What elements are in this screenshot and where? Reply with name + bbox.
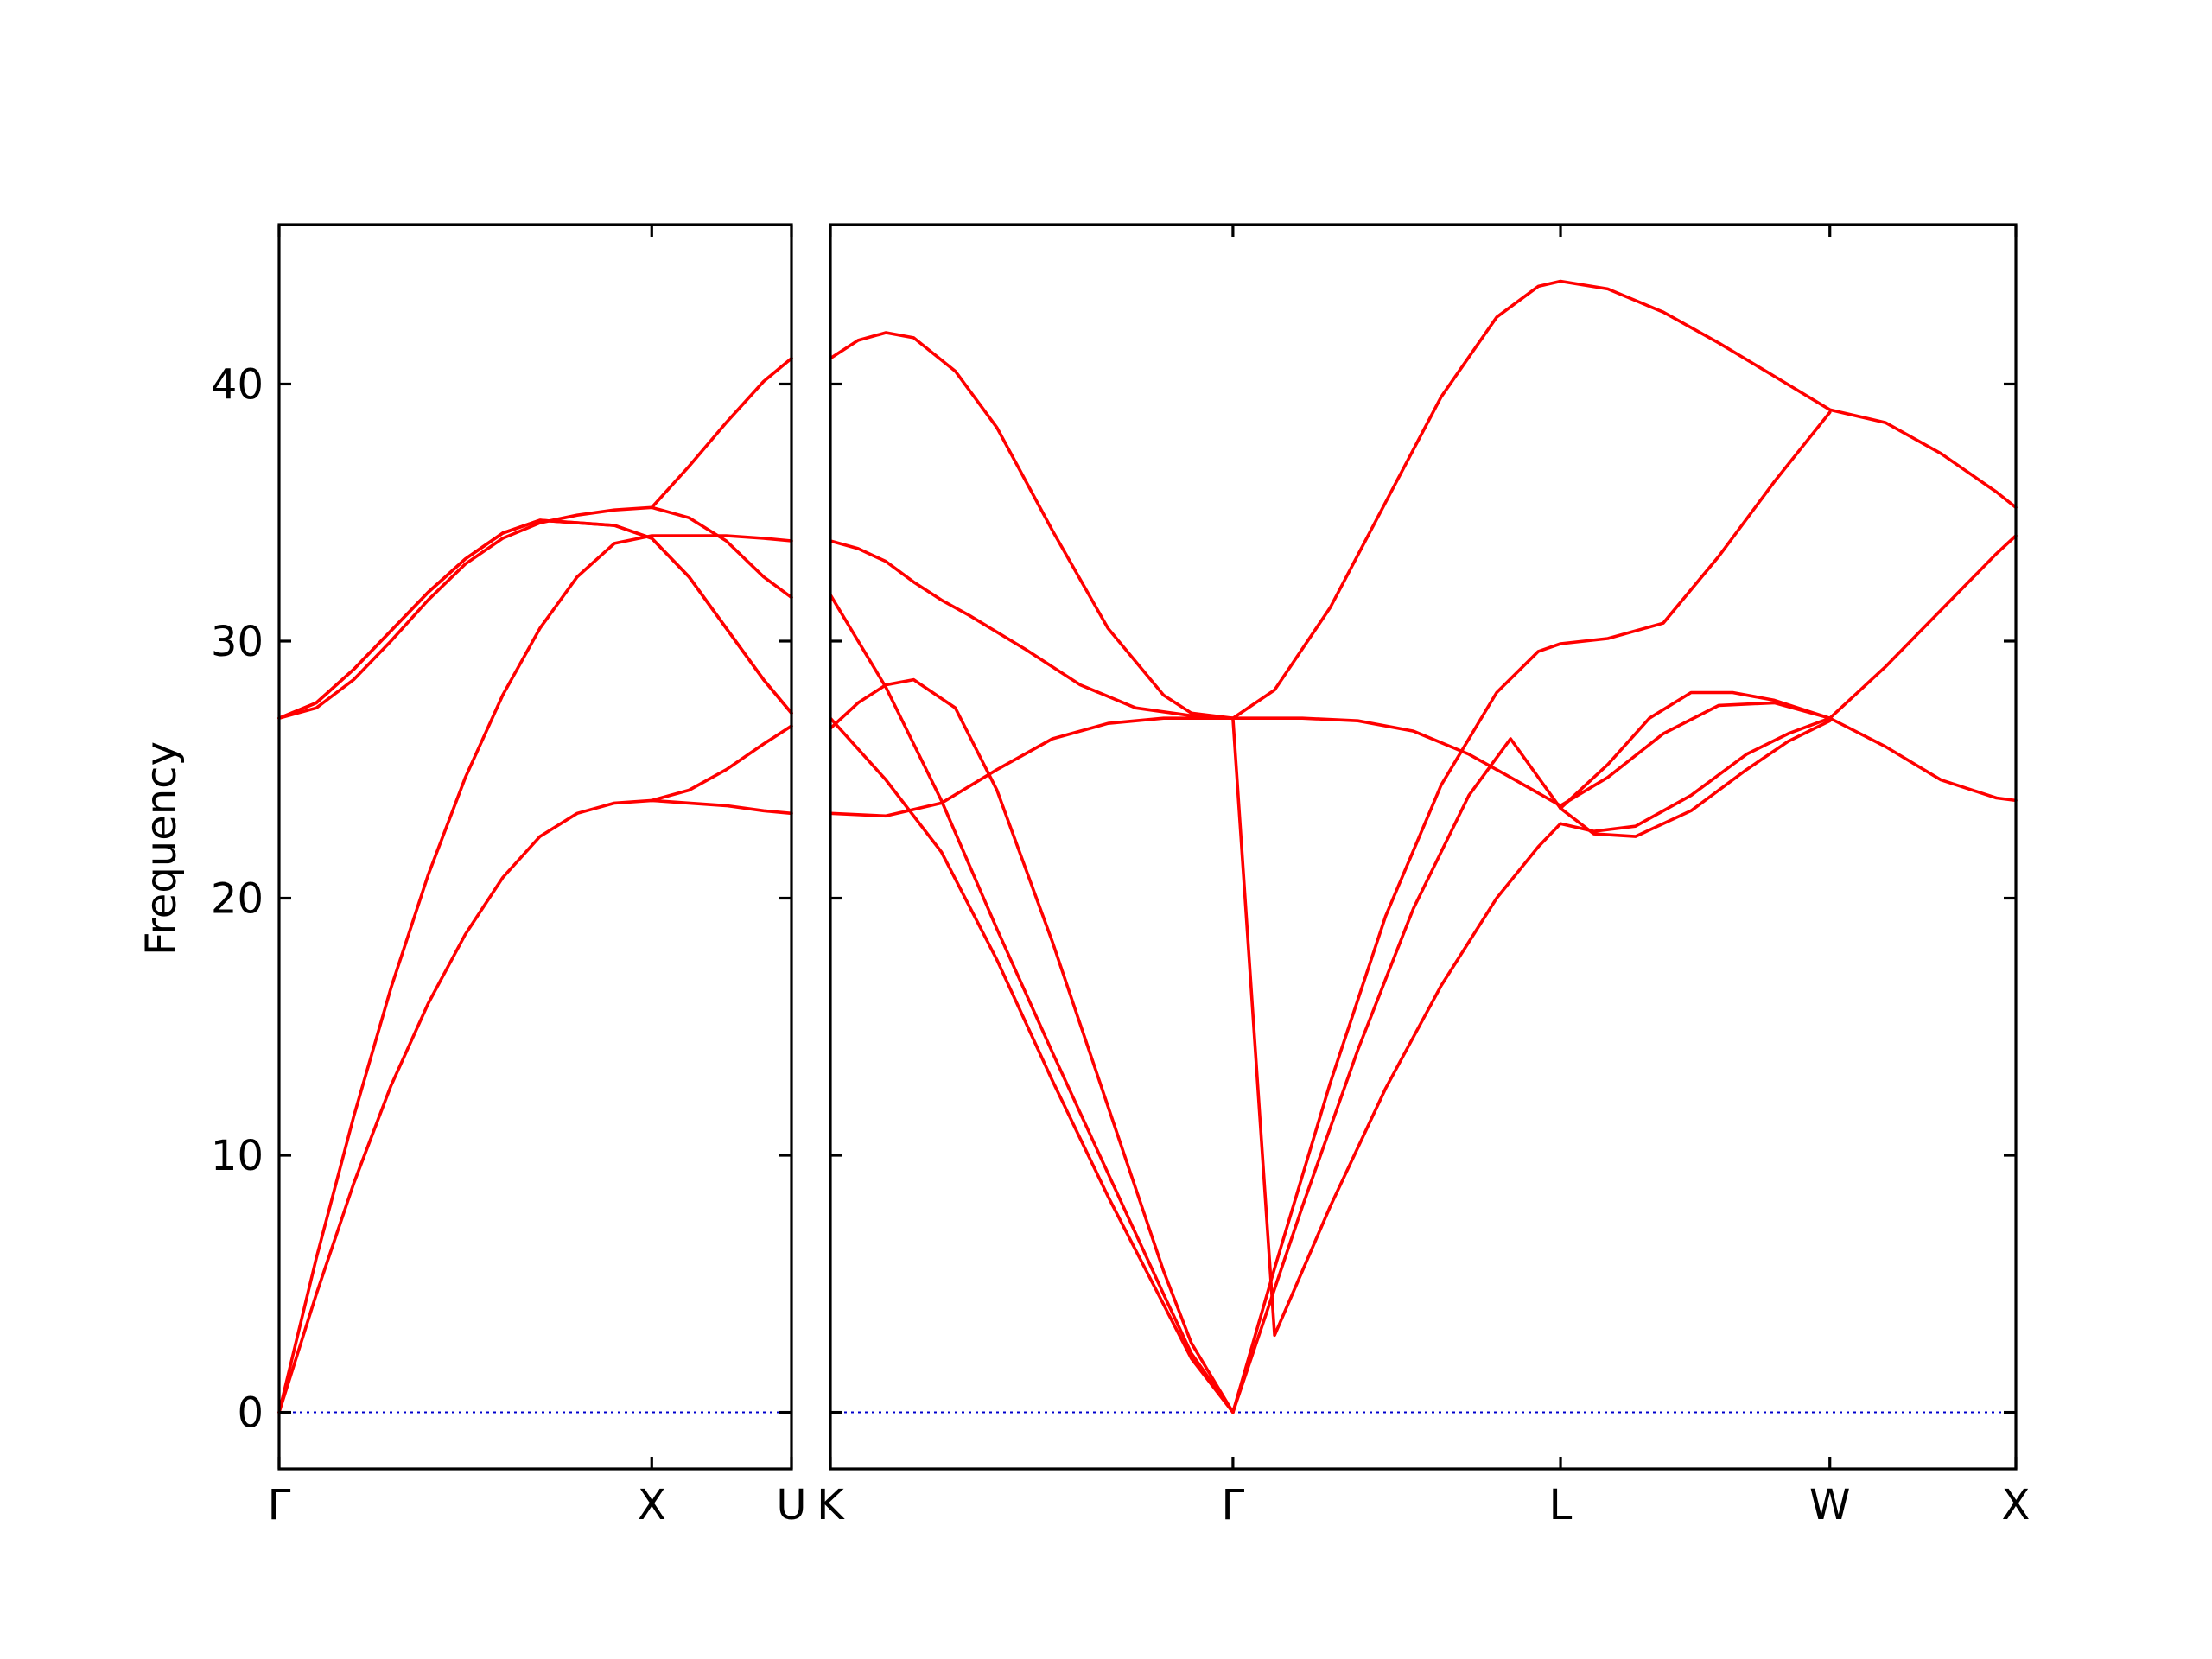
x-tick-label-2-4: W [1809, 1481, 1850, 1529]
band-line-2-4 [829, 534, 2018, 1338]
y-tick-label: 20 [211, 875, 264, 924]
panel-frame [829, 223, 2018, 1471]
band-line-2-3 [829, 677, 1832, 1414]
band-line-2-8 [1559, 719, 1832, 838]
band-line-1-2 [277, 534, 793, 1414]
band-line-1-3 [277, 518, 793, 720]
y-tick-label: 0 [237, 1389, 264, 1438]
x-tick-label-1-2: X [638, 1481, 666, 1529]
panel-frame [277, 223, 793, 1471]
x-tick-label-1-1: Γ [268, 1481, 291, 1529]
band-line-1-5 [277, 518, 793, 720]
band-line-1-4 [277, 505, 793, 720]
band-line-2-1 [829, 279, 2018, 720]
y-tick-label: 40 [211, 360, 264, 409]
x-tick-label-2-3: L [1549, 1481, 1573, 1529]
x-tick-label-2-2: Γ [1222, 1481, 1245, 1529]
y-tick-label: 30 [211, 618, 264, 666]
band-line-2-7 [1231, 410, 1832, 1414]
y-tick-label: 10 [211, 1132, 264, 1180]
x-tick-label-1-3: U [776, 1481, 806, 1529]
band-line-2-6 [829, 716, 1235, 1414]
x-tick-label-2-5: X [2002, 1481, 2031, 1529]
y-axis-label: Frequency [137, 741, 186, 956]
band-line-1-7 [650, 356, 793, 510]
band-line-1-1 [277, 798, 793, 1414]
band-line-2-2 [829, 539, 2018, 808]
band-line-2-5 [829, 593, 1235, 1414]
x-tick-label-2-1: K [817, 1481, 845, 1529]
panel-1: 0 10 20 30 40 Γ X U [211, 223, 807, 1529]
band-line-1-6 [650, 724, 793, 803]
